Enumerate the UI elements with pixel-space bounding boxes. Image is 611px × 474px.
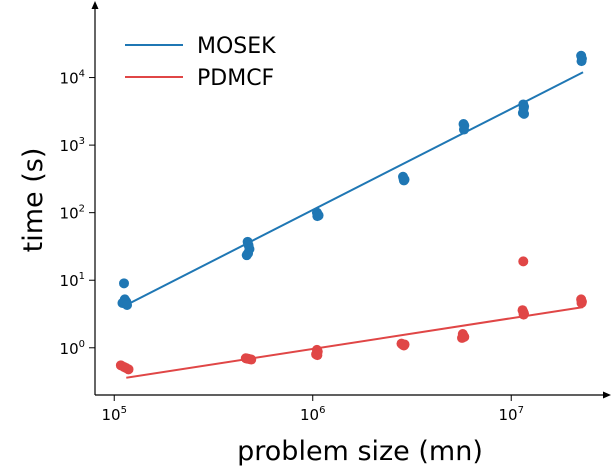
y-tick-label-0-base: 10 [60, 340, 79, 358]
y-tick-label-4: 104 [60, 69, 85, 88]
y-axis-arrow-icon [91, 1, 99, 9]
x-axis-title: problem size (mn) [237, 436, 483, 467]
x-tick-label-1-exponent: 6 [319, 405, 325, 416]
x-tick-label-0-base: 10 [102, 406, 121, 424]
y-tick-label-2-base: 10 [60, 205, 79, 223]
legend: MOSEK PDMCF [125, 34, 276, 91]
point-pdmcf-15 [398, 340, 409, 351]
point-mosek-25 [519, 108, 530, 119]
fit-lines [125, 71, 584, 379]
point-mosek-4 [122, 299, 133, 310]
point-pdmcf-24 [518, 309, 529, 320]
y-tick-label-1-base: 10 [60, 272, 79, 290]
x-tick-label-2-exponent: 7 [518, 405, 524, 416]
data-points [115, 50, 587, 375]
point-pdmcf-19 [459, 331, 470, 342]
x-axis-arrow-icon [603, 391, 611, 399]
point-pdmcf-20 [518, 256, 529, 267]
point-pdmcf-27 [576, 298, 587, 309]
point-mosek-9 [243, 248, 254, 259]
fit-line-mosek [125, 71, 584, 306]
fit-line-pdmcf [126, 306, 584, 379]
x-tick-label-1: 106 [300, 405, 325, 424]
point-mosek-0 [119, 278, 130, 289]
y-axis-title: time (s) [18, 148, 49, 253]
point-mosek-13 [312, 211, 323, 222]
y-tick-label-1: 101 [60, 271, 85, 290]
x-tick-label-2-base: 10 [499, 406, 518, 424]
y-tick-label-2: 102 [60, 204, 85, 223]
x-tick-label-1-base: 10 [300, 406, 319, 424]
x-tick-label-0: 105 [102, 405, 127, 424]
point-pdmcf-7 [246, 354, 257, 365]
y-tick-label-0-exponent: 0 [79, 339, 85, 350]
x-tick-label-2: 107 [499, 405, 524, 424]
y-tick-label-4-base: 10 [60, 70, 79, 88]
x-tick-label-0-exponent: 5 [121, 405, 127, 416]
y-tick-label-3: 103 [60, 136, 85, 155]
point-mosek-20 [458, 124, 469, 135]
legend-label-mosek: MOSEK [197, 34, 276, 59]
y-tick-label-0: 100 [60, 339, 85, 358]
y-tick-label-2-exponent: 2 [79, 204, 85, 215]
y-tick-label-3-base: 10 [60, 137, 79, 155]
point-pdmcf-3 [123, 364, 134, 375]
y-tick-label-1-exponent: 1 [79, 271, 85, 282]
y-tick-label-4-exponent: 4 [79, 69, 85, 80]
y-tick-label-3-exponent: 3 [79, 136, 85, 147]
point-mosek-17 [398, 175, 409, 186]
legend-label-pdmcf: PDMCF [197, 66, 274, 91]
point-mosek-28 [576, 56, 587, 67]
point-pdmcf-11 [312, 350, 323, 361]
